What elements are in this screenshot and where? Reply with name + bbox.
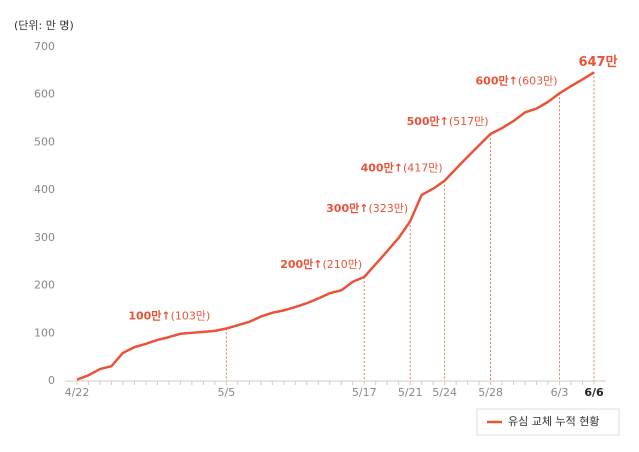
annotation-main: 400만↑ [361,161,403,175]
annotation: 600만↑(603만) [476,73,558,87]
annotation-main: 300만↑ [326,201,368,215]
annotation: 400만↑(417만) [361,161,443,175]
x-tick-label: 5/17 [352,386,377,399]
annotation: 200만↑(210만) [280,257,362,271]
x-tick-label: 5/28 [478,386,503,399]
y-tick-label: 300 [34,231,55,244]
x-tick-label: 6/3 [551,386,569,399]
y-tick-label: 500 [34,135,55,148]
annotation-detail: (603만) [518,74,558,87]
annotation-detail: (103만) [171,310,211,323]
annotation-main: 200만↑ [280,257,322,271]
x-tick-label: 5/21 [398,386,423,399]
y-tick-label: 600 [34,88,55,101]
unit-label: (단위: 만 명) [14,19,74,32]
annotation: 300만↑(323만) [326,201,408,215]
y-tick-label: 400 [34,183,55,196]
y-tick-label: 200 [34,279,55,292]
annotation-main: 100만↑ [128,309,170,323]
annotation-detail: (517만) [449,115,489,128]
x-tick-label: 5/5 [218,386,236,399]
legend-label: 유심 교체 누적 현황 [508,415,599,428]
annotation-detail: (417만) [403,162,443,175]
annotation-detail: (323만) [368,202,408,215]
y-tick-label: 700 [34,40,55,53]
annotation-main: 600만↑ [476,73,518,87]
y-tick-label: 0 [48,374,55,387]
x-tick-label: 5/24 [432,386,457,399]
x-tick-label: 4/22 [65,386,90,399]
annotation-detail: (210만) [323,258,363,271]
x-tick-label: 6/6 [584,386,604,399]
end-label: 647만 [578,54,617,70]
annotation: 100만↑(103만) [128,309,210,323]
annotation: 500만↑(517만) [407,114,489,128]
y-tick-label: 100 [34,326,55,339]
data-line [76,71,595,381]
annotation-main: 500만↑ [407,114,449,128]
